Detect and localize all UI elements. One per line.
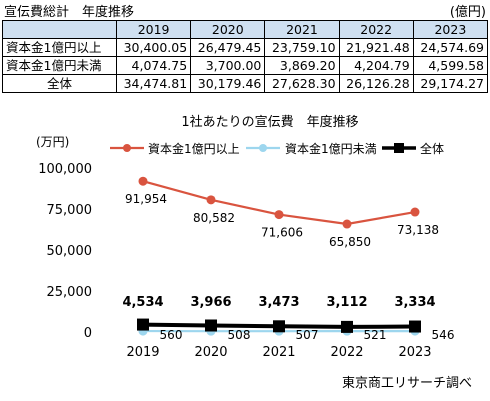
data-point (205, 319, 217, 332)
legend-swatch-marker (259, 144, 267, 152)
table-cell: 34,474.81 (115, 74, 192, 93)
year-header: 2023 (412, 20, 489, 39)
data-label: 65,850 (329, 235, 371, 249)
x-tick-label: 2019 (126, 345, 159, 360)
table-cell: 3,869.20 (264, 56, 340, 75)
table-row: 全体 34,474.81 30,179.46 27,628.30 26,126.… (2, 74, 489, 93)
data-point (138, 176, 148, 186)
source-note: 東京商工リサーチ調べ (341, 376, 472, 391)
table-cell: 30,179.46 (190, 74, 266, 93)
table-cell: 23,759.10 (264, 38, 340, 57)
year-header: 2022 (338, 20, 414, 39)
data-label: 521 (364, 328, 387, 342)
table-cell: 26,126.28 (338, 74, 414, 93)
data-label: 4,534 (122, 295, 163, 310)
row-label: 資本金1億円以上 (2, 38, 117, 57)
data-point (341, 320, 353, 333)
data-label: 80,582 (193, 211, 235, 225)
table-cell: 29,174.27 (412, 74, 489, 93)
year-header: 2020 (190, 20, 266, 39)
y-tick-label: 75,000 (47, 203, 93, 218)
data-label: 508 (228, 328, 251, 342)
y-tick-label: 50,000 (47, 244, 93, 259)
x-tick-label: 2022 (330, 345, 363, 360)
table-corner-cell (2, 20, 117, 39)
data-point (274, 210, 284, 220)
data-label: 3,334 (394, 295, 435, 310)
x-tick-label: 2023 (398, 345, 431, 360)
data-label: 560 (160, 328, 183, 342)
data-label: 73,138 (397, 223, 439, 237)
year-header: 2019 (115, 20, 192, 39)
data-point (342, 219, 352, 229)
data-label: 91,954 (125, 192, 167, 206)
row-label: 資本金1億円未満 (2, 56, 117, 75)
y-tick-label: 100,000 (38, 162, 92, 177)
main-title: 宣伝費総計 年度推移 (4, 5, 135, 20)
table-cell: 4,204.79 (338, 56, 414, 75)
legend-swatch-marker (394, 143, 404, 153)
data-point (137, 318, 149, 331)
table-row: 資本金1億円以上 30,400.05 26,479.45 23,759.10 2… (2, 38, 489, 57)
data-table: 2019 2020 2021 2022 2023 資本金1億円以上 30,400… (2, 20, 489, 93)
legend-label: 資本金1億円以上 (148, 141, 240, 156)
data-label: 3,966 (190, 295, 231, 310)
chart-title: 1社あたりの宣伝費 年度推移 (181, 114, 358, 130)
table-header-row: 2019 2020 2021 2022 2023 (2, 20, 489, 39)
table-cell: 26,479.45 (190, 38, 266, 57)
data-label: 3,112 (326, 295, 367, 310)
data-label: 546 (432, 328, 455, 342)
legend-label: 資本金1億円未満 (285, 141, 377, 156)
legend-label: 全体 (420, 141, 444, 156)
x-tick-label: 2020 (194, 345, 227, 360)
x-tick-label: 2021 (262, 345, 295, 360)
y-tick-label: 25,000 (47, 285, 93, 300)
data-label: 71,606 (261, 226, 303, 240)
data-label: 507 (296, 328, 319, 342)
data-point (410, 207, 420, 217)
header-row: 宣伝費総計 年度推移 (億円) (2, 1, 488, 20)
data-point (273, 320, 285, 333)
table-row: 資本金1億円未満 4,074.75 3,700.00 3,869.20 4,20… (2, 56, 489, 75)
legend-swatch-marker (123, 144, 131, 152)
table-cell: 27,628.30 (264, 74, 340, 93)
row-label: 全体 (2, 74, 117, 93)
y-tick-label: 0 (84, 326, 92, 341)
data-point (206, 195, 216, 205)
data-label: 3,473 (258, 295, 299, 310)
data-point (409, 320, 421, 333)
y-axis-label: (万円) (36, 135, 69, 149)
unit-label: (億円) (449, 5, 486, 20)
